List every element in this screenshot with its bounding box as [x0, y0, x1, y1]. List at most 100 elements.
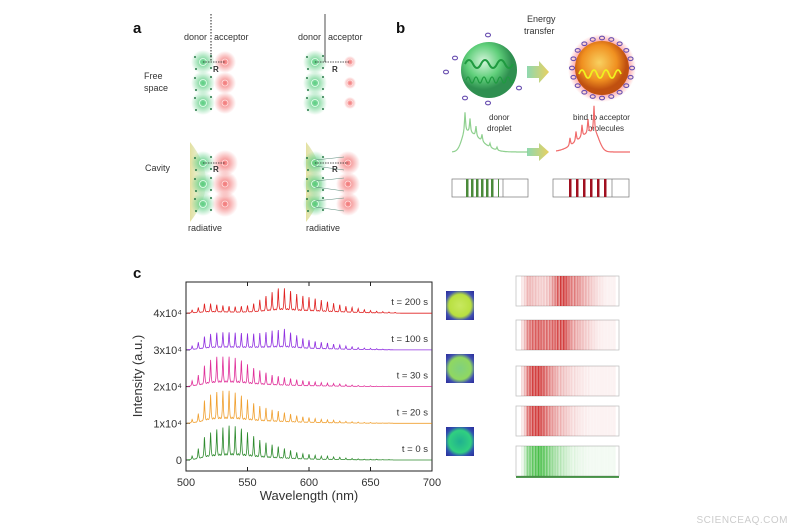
barcode-line — [556, 406, 558, 436]
barcode-line — [581, 406, 583, 436]
barcode-line — [597, 406, 598, 436]
spectrum-arrow-icon — [527, 143, 549, 161]
series-line-200s — [187, 288, 432, 314]
barcode-line — [563, 366, 565, 396]
barcode-line — [571, 446, 572, 476]
donor-molecule — [191, 71, 215, 95]
barcode-line — [537, 446, 539, 476]
barcode-line — [546, 406, 547, 436]
barcode-line — [525, 446, 527, 476]
barcode-line — [540, 276, 542, 306]
barcode-line — [547, 320, 548, 350]
barcode-line — [580, 320, 582, 350]
barcode-line — [607, 446, 609, 476]
plot-frame — [185, 281, 433, 472]
barcode-line — [602, 446, 604, 476]
barcode-line — [590, 406, 592, 436]
barcode-line — [545, 276, 546, 306]
barcode-line — [609, 406, 610, 436]
barcode-line — [606, 320, 608, 350]
x-axis-label: Wavelength (nm) — [260, 488, 359, 503]
barcode-line — [578, 366, 580, 396]
donor-barcode-line — [486, 179, 489, 197]
bound-molecule-icon — [598, 95, 606, 101]
barcode-line — [530, 276, 532, 306]
barcode-line — [599, 276, 600, 306]
barcode-line — [588, 276, 590, 306]
dipole-dot — [210, 177, 212, 179]
barcode-line — [608, 406, 610, 436]
barcode-line — [548, 276, 550, 306]
barcode-line — [570, 320, 571, 350]
barcode-line — [531, 446, 532, 476]
barcode-line — [549, 320, 551, 350]
barcode-line — [614, 446, 616, 476]
barcode-line — [598, 320, 599, 350]
barcode-line — [575, 406, 577, 436]
barcode-line — [553, 276, 555, 306]
barcode-line — [600, 406, 602, 436]
bound-molecule-icon — [608, 94, 615, 99]
barcode-line — [536, 366, 538, 396]
x-tick-label: 600 — [300, 477, 318, 489]
x-tick-label: 700 — [423, 477, 441, 489]
x-tick-label: 500 — [177, 477, 195, 489]
barcode-line — [580, 406, 582, 436]
barcode-line — [605, 366, 607, 396]
barcode-line — [557, 276, 558, 306]
barcode-line — [553, 320, 555, 350]
barcode-line — [527, 406, 529, 436]
barcode-line — [595, 276, 597, 306]
barcode-line — [564, 276, 566, 306]
acceptor-molecule-icon — [461, 95, 469, 101]
barcode-line — [548, 320, 550, 350]
barcode-line — [569, 446, 571, 476]
barcode-line — [601, 446, 603, 476]
bound-molecule-icon — [608, 37, 615, 42]
barcode-line — [546, 276, 547, 306]
dipole-dot — [322, 189, 324, 191]
barcode-line — [529, 276, 531, 306]
barcode-line — [572, 446, 573, 476]
barcode-line — [578, 276, 580, 306]
donor-spectrum — [452, 112, 528, 153]
bound-molecule-icon — [581, 89, 588, 95]
barcode-line — [586, 446, 587, 476]
barcode-line — [541, 446, 543, 476]
barcode-line — [607, 366, 609, 396]
barcode-line — [566, 320, 568, 350]
barcode-line — [562, 406, 564, 436]
barcode-line — [578, 320, 580, 350]
barcode-line — [585, 366, 586, 396]
bound-molecule-icon — [627, 74, 634, 80]
barcode-line — [611, 446, 612, 476]
barcode-line — [592, 446, 594, 476]
barcode-line — [611, 276, 612, 306]
barcode-line — [547, 366, 549, 396]
bound-molecule-icon — [616, 41, 623, 47]
dipole-dot — [306, 97, 308, 99]
barcode-line — [611, 406, 612, 436]
barcode-line — [561, 406, 563, 436]
barcode-line — [596, 446, 598, 476]
barcode-line — [531, 276, 532, 306]
barcode-line — [537, 276, 539, 306]
donor-core — [199, 79, 207, 87]
barcode-line — [583, 276, 584, 306]
dipole-dot — [307, 68, 309, 70]
barcode-line — [608, 320, 610, 350]
barcode-line — [606, 406, 608, 436]
barcode-line — [544, 406, 545, 436]
barcode-line — [574, 276, 576, 306]
barcode-line — [522, 276, 524, 306]
barcode-line — [577, 446, 579, 476]
barcode-line — [601, 276, 603, 306]
barcode-line — [564, 366, 566, 396]
barcode-line — [554, 366, 556, 396]
barcode-line — [549, 406, 551, 436]
barcode-line — [607, 276, 609, 306]
barcode-line — [579, 276, 581, 306]
barcode-line — [521, 276, 523, 306]
barcode-line — [565, 446, 567, 476]
barcode-line — [523, 320, 525, 350]
